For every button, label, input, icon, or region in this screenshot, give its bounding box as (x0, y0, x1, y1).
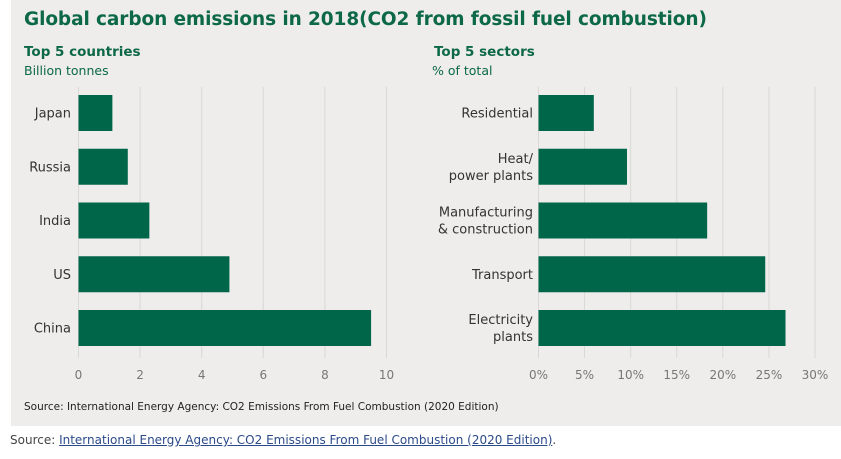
page-source-prefix: Source: (10, 433, 60, 447)
sectors-chart-unit: % of total (432, 63, 493, 78)
countries-bar (78, 148, 128, 185)
page-source-suffix: . (552, 433, 557, 447)
sectors-bar (538, 148, 627, 185)
countries-bar (78, 202, 150, 239)
sectors-category-label: Residential (461, 107, 533, 122)
countries-tick-label: 6 (259, 368, 267, 382)
sectors-tick-label: 5% (575, 368, 594, 382)
sectors-bar (538, 202, 708, 239)
countries-tick-label: 4 (198, 368, 206, 382)
sectors-category-label: Transport (471, 268, 533, 283)
sectors-tick-label: 15% (663, 368, 690, 382)
countries-tick-label: 2 (136, 368, 144, 382)
sectors-category-label: Heat/power plants (449, 152, 534, 184)
sectors-category-label: Manufacturing & construction (438, 206, 533, 238)
sectors-chart-title: Top 5 sectors (434, 44, 535, 60)
sectors-bar (538, 95, 594, 131)
countries-bar (78, 310, 372, 346)
sectors-tick-label: 0% (529, 368, 548, 382)
countries-category-label: China (34, 322, 71, 337)
countries-tick-label: 8 (321, 368, 329, 382)
countries-tick-label: 0 (75, 368, 83, 382)
countries-category-label: Japan (34, 107, 71, 122)
sectors-tick-label: 10% (617, 368, 644, 382)
source-link[interactable]: International Energy Agency: CO2 Emissio… (59, 433, 553, 447)
countries-category-label: Russia (29, 160, 71, 175)
countries-chart-unit: Billion tonnes (24, 63, 109, 78)
countries-tick-label: 10 (379, 368, 394, 382)
countries-bar (78, 95, 113, 131)
sectors-bar (538, 310, 786, 346)
countries-bar (78, 256, 230, 293)
countries-category-label: India (39, 214, 71, 229)
chart-title: Global carbon emissions in 2018(CO2 from… (24, 9, 707, 30)
panel-source-note: Source: International Energy Agency: CO2… (24, 401, 499, 413)
sectors-bar (538, 256, 766, 293)
sectors-category-label: Electricity plants (468, 313, 533, 345)
countries-category-label: US (53, 268, 71, 283)
countries-chart-title: Top 5 countries (24, 44, 141, 60)
sectors-tick-label: 30% (802, 368, 829, 382)
sectors-tick-label: 25% (756, 368, 783, 382)
page-source-line: Source: International Energy Agency: CO2… (10, 433, 556, 447)
sectors-tick-label: 20% (709, 368, 736, 382)
